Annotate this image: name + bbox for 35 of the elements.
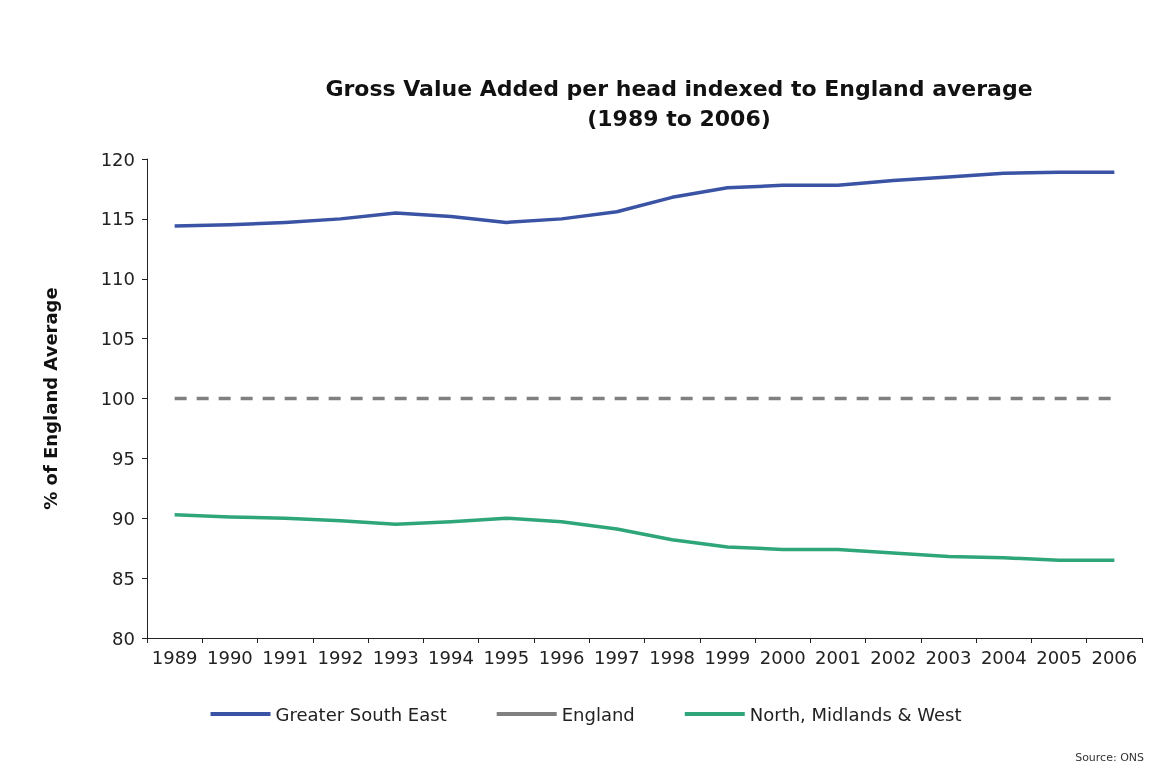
y-tick-label: 80	[112, 627, 135, 649]
x-tick-label: 2006	[1091, 646, 1138, 668]
y-tick-label: 120	[100, 148, 135, 170]
chart-title: Gross Value Added per head indexed to England average (1989 to 2006)	[325, 75, 1033, 131]
y-tick-label: 105	[100, 328, 135, 350]
x-tick-label: 2002	[870, 646, 917, 668]
y-tick-label: 85	[112, 567, 135, 589]
x-tick-label: 2005	[1036, 646, 1082, 668]
x-tick-label: 1997	[593, 646, 640, 668]
y-tick-label: 110	[100, 268, 135, 290]
x-tick-label: 2001	[815, 646, 861, 668]
x-tick-label: 1998	[649, 646, 696, 668]
x-tick-label: 1994	[428, 646, 474, 668]
legend-label: England	[561, 703, 635, 725]
x-tick-label: 1991	[262, 646, 309, 668]
x-tick-label: 2003	[925, 646, 972, 668]
line-series	[172, 170, 1117, 228]
x-tick-label: 2000	[759, 646, 806, 668]
legend-label: North, Midlands & West	[749, 703, 962, 725]
x-tick-label: 1993	[372, 646, 419, 668]
x-tick-label: 1992	[317, 646, 364, 668]
y-tick-label: 115	[100, 208, 135, 230]
y-tick-label: 95	[112, 447, 135, 469]
x-tick-label: 1999	[704, 646, 751, 668]
x-tick-label: 1995	[483, 646, 530, 668]
y-tick-label: 100	[100, 388, 135, 409]
y-axis-title: % of England Average	[39, 287, 61, 510]
x-tick-label: 1996	[538, 646, 585, 668]
y-tick-label: 90	[112, 507, 135, 529]
line-series	[172, 512, 1117, 562]
x-tick-label: 2004	[980, 646, 1027, 668]
legend-label: Greater South East	[275, 703, 447, 725]
x-tick-label: 1990	[207, 646, 253, 668]
source-note: Source: ONS	[1075, 751, 1145, 764]
x-tick-label: 1989	[151, 646, 198, 668]
